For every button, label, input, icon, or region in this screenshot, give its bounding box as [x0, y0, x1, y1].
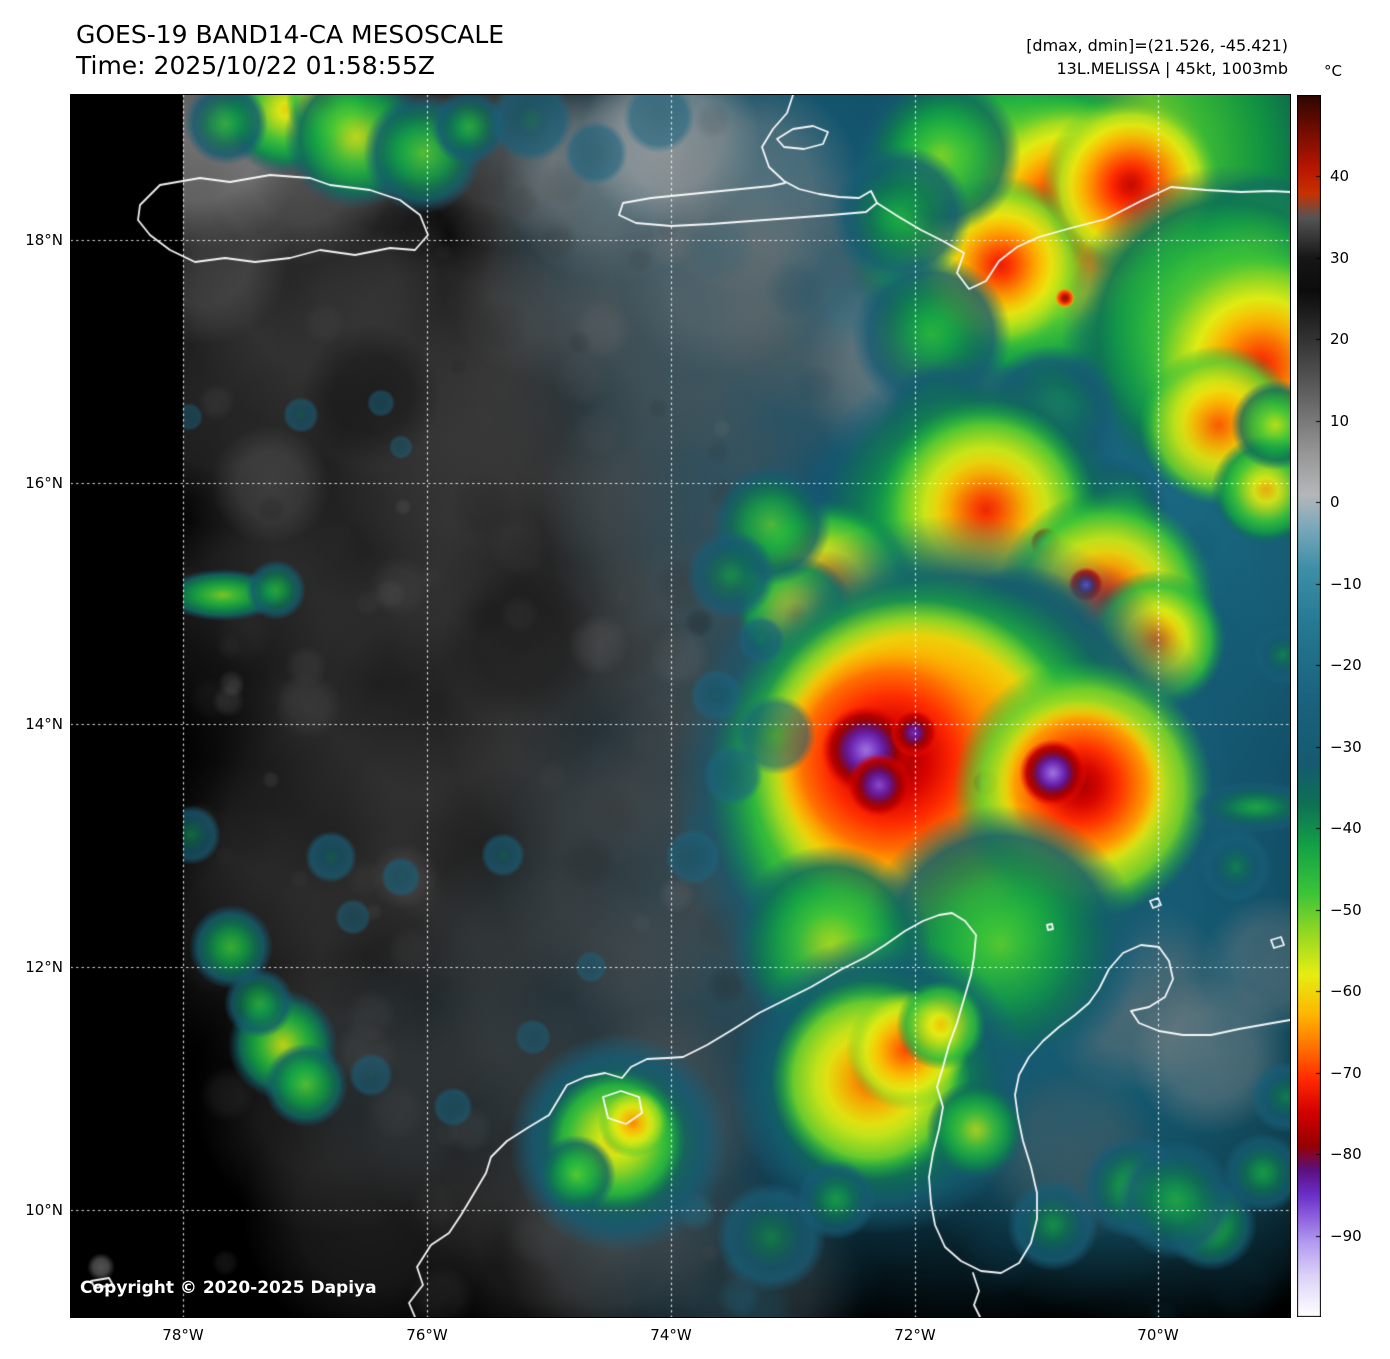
colorbar — [1297, 95, 1321, 1317]
colorbar-tick-label: −50 — [1330, 900, 1362, 919]
colorbar-tick-label: 10 — [1330, 411, 1350, 430]
dmax-dmin-label: [dmax, dmin]=(21.526, -45.421) — [1026, 36, 1288, 55]
colorbar-tick-label: −60 — [1330, 982, 1362, 1001]
colorbar-tick-label: 40 — [1330, 167, 1350, 186]
colorbar-tick-label: −90 — [1330, 1226, 1362, 1245]
colorbar-unit-label: °C — [1324, 62, 1342, 80]
lon-label: 72°W — [894, 1326, 936, 1344]
lat-label: 14°N — [25, 715, 63, 733]
satellite-image — [70, 94, 1291, 1318]
lon-label: 74°W — [650, 1326, 692, 1344]
colorbar-tick-label: −40 — [1330, 819, 1362, 838]
lon-label: 76°W — [406, 1326, 448, 1344]
lat-label: 18°N — [25, 231, 63, 249]
lat-label: 16°N — [25, 474, 63, 492]
colorbar-tick-label: −30 — [1330, 737, 1362, 756]
colorbar-tick-label: 20 — [1330, 330, 1350, 349]
timestamp-label: Time: 2025/10/22 01:58:55Z — [76, 51, 435, 80]
colorbar-tick-label: −20 — [1330, 656, 1362, 675]
colorbar-tick-label: 0 — [1330, 493, 1340, 512]
lon-label: 70°W — [1137, 1326, 1179, 1344]
copyright-label: Copyright © 2020-2025 Dapiya — [80, 1278, 377, 1298]
lat-label: 12°N — [25, 958, 63, 976]
colorbar-tick-label: 30 — [1330, 248, 1350, 267]
storm-info-label: 13L.MELISSA | 45kt, 1003mb — [1056, 59, 1288, 78]
colorbar-tick-label: −10 — [1330, 574, 1362, 593]
page-title: GOES-19 BAND14-CA MESOSCALE — [76, 20, 505, 49]
lon-label: 78°W — [162, 1326, 204, 1344]
lat-label: 10°N — [25, 1201, 63, 1219]
colorbar-tick-label: −70 — [1330, 1063, 1362, 1082]
colorbar-tick-label: −80 — [1330, 1145, 1362, 1164]
